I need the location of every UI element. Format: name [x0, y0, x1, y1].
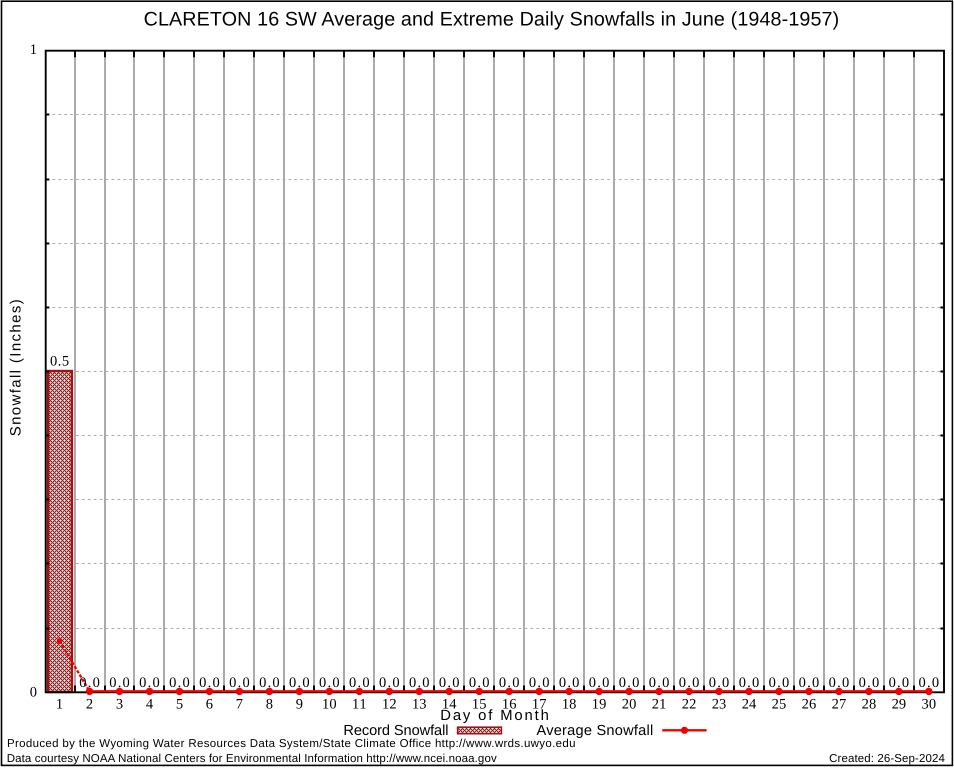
svg-text:12: 12: [382, 697, 397, 713]
svg-text:0.0: 0.0: [169, 675, 190, 691]
svg-text:0.0: 0.0: [199, 675, 220, 691]
svg-text:10: 10: [322, 697, 337, 713]
svg-text:30: 30: [922, 697, 937, 713]
svg-text:0.0: 0.0: [469, 675, 490, 691]
svg-text:28: 28: [862, 697, 877, 713]
svg-text:21: 21: [652, 697, 667, 713]
svg-text:0.5: 0.5: [50, 354, 69, 370]
svg-text:0.0: 0.0: [289, 675, 310, 691]
svg-text:6: 6: [206, 697, 213, 713]
svg-text:0.0: 0.0: [349, 675, 370, 691]
svg-text:0.0: 0.0: [499, 675, 520, 691]
svg-text:25: 25: [772, 697, 787, 713]
svg-text:2: 2: [86, 697, 93, 713]
svg-text:0.0: 0.0: [109, 675, 130, 691]
svg-text:3: 3: [116, 697, 123, 713]
svg-text:0.0: 0.0: [439, 675, 460, 691]
svg-text:0.0: 0.0: [559, 675, 580, 691]
svg-text:0.0: 0.0: [859, 675, 880, 691]
svg-text:0.0: 0.0: [889, 675, 910, 691]
svg-text:0.0: 0.0: [79, 675, 100, 691]
svg-text:8: 8: [266, 697, 273, 713]
svg-text:22: 22: [682, 697, 697, 713]
svg-text:0.0: 0.0: [229, 675, 250, 691]
svg-text:0.0: 0.0: [379, 675, 400, 691]
svg-text:0.0: 0.0: [709, 675, 730, 691]
svg-text:7: 7: [236, 697, 243, 713]
svg-text:0.0: 0.0: [529, 675, 550, 691]
svg-text:0.0: 0.0: [829, 675, 850, 691]
svg-text:1: 1: [56, 697, 63, 713]
svg-text:29: 29: [892, 697, 907, 713]
svg-text:11: 11: [352, 697, 367, 713]
svg-text:0.0: 0.0: [649, 675, 670, 691]
svg-text:Snowfall (Inches): Snowfall (Inches): [8, 299, 25, 436]
svg-text:18: 18: [562, 697, 577, 713]
svg-text:Created: 26-Sep-2024: Created: 26-Sep-2024: [829, 753, 945, 765]
svg-text:23: 23: [712, 697, 727, 713]
svg-text:17: 17: [532, 697, 547, 713]
svg-text:26: 26: [802, 697, 817, 713]
svg-text:0.0: 0.0: [409, 675, 430, 691]
svg-text:0.0: 0.0: [619, 675, 640, 691]
svg-text:24: 24: [742, 697, 757, 713]
svg-text:5: 5: [176, 697, 183, 713]
svg-text:0.0: 0.0: [739, 675, 760, 691]
svg-text:15: 15: [472, 697, 487, 713]
svg-text:9: 9: [296, 697, 303, 713]
svg-text:0.0: 0.0: [919, 675, 940, 691]
svg-text:0.0: 0.0: [139, 675, 160, 691]
svg-text:Data courtesy NOAA National Ce: Data courtesy NOAA National Centers for …: [7, 753, 497, 765]
svg-text:19: 19: [592, 697, 607, 713]
svg-text:Average Snowfall: Average Snowfall: [537, 723, 654, 739]
svg-text:16: 16: [502, 697, 517, 713]
svg-text:13: 13: [412, 697, 427, 713]
svg-text:Produced by the Wyoming Water: Produced by the Wyoming Water Resources …: [7, 738, 576, 750]
svg-text:Record Snowfall: Record Snowfall: [343, 723, 448, 739]
svg-text:14: 14: [442, 697, 457, 713]
svg-text:27: 27: [832, 697, 847, 713]
svg-text:0.0: 0.0: [319, 675, 340, 691]
svg-text:CLARETON 16 SW Average and Ext: CLARETON 16 SW Average and Extreme Daily…: [144, 9, 840, 31]
svg-text:0.0: 0.0: [769, 675, 790, 691]
svg-text:0.0: 0.0: [259, 675, 280, 691]
svg-text:0.0: 0.0: [589, 675, 610, 691]
svg-text:4: 4: [146, 697, 154, 713]
svg-text:0.0: 0.0: [799, 675, 820, 691]
svg-text:Day of Month: Day of Month: [440, 708, 549, 724]
svg-text:0.0: 0.0: [679, 675, 700, 691]
svg-text:1: 1: [30, 42, 37, 58]
svg-text:20: 20: [622, 697, 637, 713]
svg-text:0: 0: [30, 685, 37, 701]
